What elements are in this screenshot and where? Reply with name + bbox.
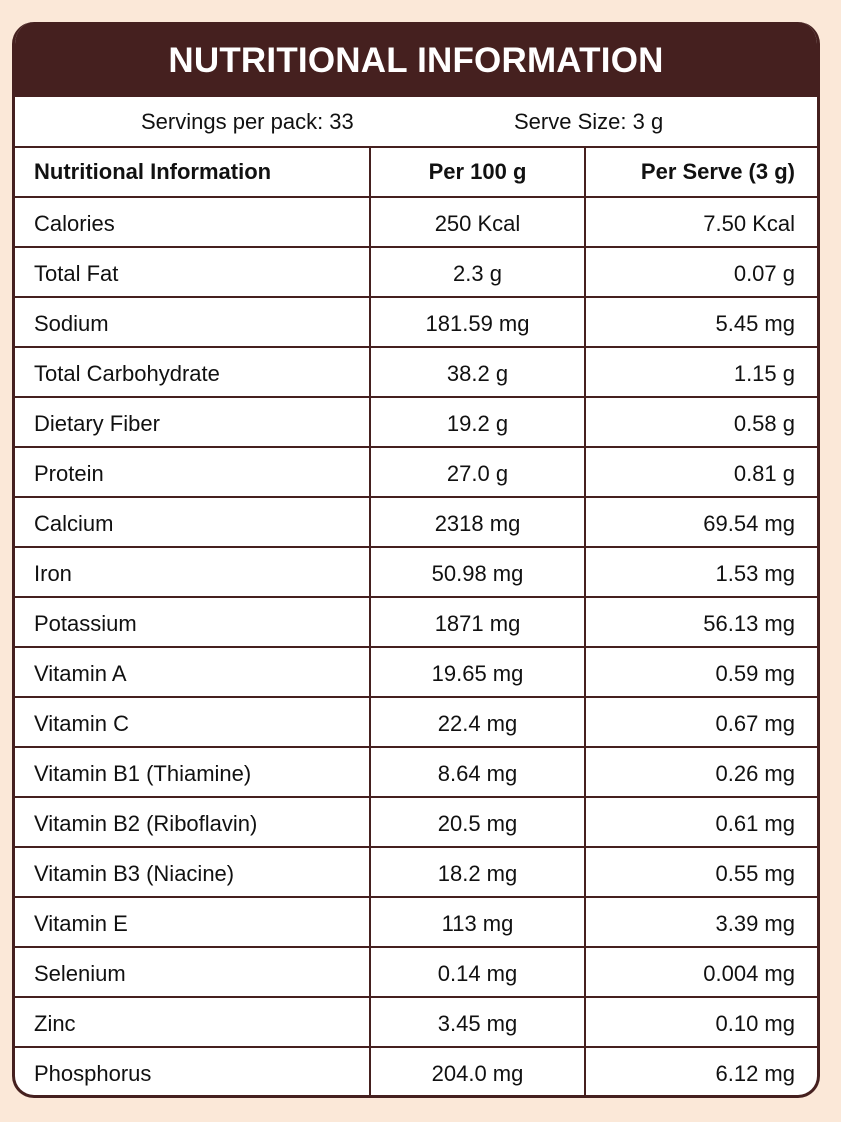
nutrient-name: Sodium <box>15 298 371 346</box>
per-serve-value: 0.67 mg <box>715 711 796 736</box>
servings-row: Servings per pack: 33 Serve Size: 3 g <box>15 97 817 148</box>
per-serve-value: 0.10 mg <box>715 1011 796 1036</box>
per-serve-value: 0.58 g <box>733 411 795 436</box>
per-100g-value: 27.0 g <box>371 448 586 496</box>
serve-size: Serve Size: 3 g <box>514 108 664 134</box>
per-serve-value: 0.81 g <box>733 461 795 486</box>
table-row: Zinc 3.45 mg 0.10 mg <box>15 998 817 1048</box>
table-header: Nutritional Information Per 100 g Per Se… <box>15 148 817 198</box>
per-serve-value: 0.07 g <box>733 261 795 286</box>
per-100g-value: 204.0 mg <box>371 1048 586 1095</box>
header-per-100g: Per 100 g <box>371 148 586 196</box>
nutrient-name: Total Fat <box>15 248 371 296</box>
per-serve-value: 0.61 mg <box>715 811 796 836</box>
per-100g-value: 250 Kcal <box>371 198 586 246</box>
per-100g-value: 38.2 g <box>371 348 586 396</box>
per-serve-value: 0.55 mg <box>715 861 796 886</box>
table-row: Total Fat 2.3 g 0.07 g <box>15 248 817 298</box>
per-100g-value: 20.5 mg <box>371 798 586 846</box>
nutrient-name: Vitamin C <box>15 698 371 746</box>
nutrition-card: NUTRITIONAL INFORMATION Servings per pac… <box>12 22 820 1098</box>
header-nutrient: Nutritional Information <box>15 148 371 196</box>
per-serve-value: 5.45 mg <box>715 311 796 336</box>
per-serve-value: 1.53 mg <box>715 561 796 586</box>
per-serve-value: 3.39 mg <box>715 911 796 936</box>
per-100g-value: 19.2 g <box>371 398 586 446</box>
per-serve-value: 69.54 mg <box>703 511 795 536</box>
nutrient-name: Protein <box>15 448 371 496</box>
nutrient-name: Vitamin B3 (Niacine) <box>15 848 371 896</box>
table-row: Selenium 0.14 mg 0.004 mg <box>15 948 817 998</box>
per-serve-value: 6.12 mg <box>715 1061 796 1086</box>
nutrient-name: Potassium <box>15 598 371 646</box>
nutrient-name: Zinc <box>15 998 371 1046</box>
nutrient-name: Calories <box>15 198 371 246</box>
header-per-serve: Per Serve (3 g) <box>640 159 795 184</box>
table-row: Vitamin E 113 mg 3.39 mg <box>15 898 817 948</box>
per-100g-value: 2.3 g <box>371 248 586 296</box>
per-100g-value: 18.2 mg <box>371 848 586 896</box>
nutrient-name: Iron <box>15 548 371 596</box>
nutrient-name: Selenium <box>15 948 371 996</box>
per-100g-value: 22.4 mg <box>371 698 586 746</box>
servings-per-pack: Servings per pack: 33 <box>141 108 354 134</box>
table-row: Iron 50.98 mg 1.53 mg <box>15 548 817 598</box>
per-serve-value: 1.15 g <box>733 361 795 386</box>
per-100g-value: 8.64 mg <box>371 748 586 796</box>
per-serve-value: 7.50 Kcal <box>703 211 795 236</box>
per-100g-value: 113 mg <box>371 898 586 946</box>
table-row: Sodium 181.59 mg 5.45 mg <box>15 298 817 348</box>
table-row: Phosphorus 204.0 mg 6.12 mg <box>15 1048 817 1095</box>
table-row: Potassium 1871 mg 56.13 mg <box>15 598 817 648</box>
nutrient-name: Calcium <box>15 498 371 546</box>
per-100g-value: 2318 mg <box>371 498 586 546</box>
per-serve-value: 56.13 mg <box>703 611 795 636</box>
nutrient-name: Vitamin E <box>15 898 371 946</box>
per-100g-value: 0.14 mg <box>371 948 586 996</box>
table-row: Vitamin A 19.65 mg 0.59 mg <box>15 648 817 698</box>
table-row: Calcium 2318 mg 69.54 mg <box>15 498 817 548</box>
per-100g-value: 181.59 mg <box>371 298 586 346</box>
per-serve-value: 0.004 mg <box>703 961 795 986</box>
nutrient-name: Total Carbohydrate <box>15 348 371 396</box>
page-title: NUTRITIONAL INFORMATION <box>15 22 817 97</box>
nutrition-table: Nutritional Information Per 100 g Per Se… <box>15 148 817 1095</box>
table-row: Total Carbohydrate 38.2 g 1.15 g <box>15 348 817 398</box>
per-100g-value: 50.98 mg <box>371 548 586 596</box>
per-100g-value: 1871 mg <box>371 598 586 646</box>
table-row: Protein 27.0 g 0.81 g <box>15 448 817 498</box>
table-row: Vitamin B2 (Riboflavin) 20.5 mg 0.61 mg <box>15 798 817 848</box>
table-row: Vitamin C 22.4 mg 0.67 mg <box>15 698 817 748</box>
per-100g-value: 3.45 mg <box>371 998 586 1046</box>
per-serve-value: 0.59 mg <box>715 661 796 686</box>
nutrient-name: Vitamin B2 (Riboflavin) <box>15 798 371 846</box>
nutrient-name: Dietary Fiber <box>15 398 371 446</box>
nutrient-name: Vitamin B1 (Thiamine) <box>15 748 371 796</box>
table-row: Calories 250 Kcal 7.50 Kcal <box>15 198 817 248</box>
nutrient-name: Phosphorus <box>15 1048 371 1095</box>
table-row: Vitamin B1 (Thiamine) 8.64 mg 0.26 mg <box>15 748 817 798</box>
table-row: Dietary Fiber 19.2 g 0.58 g <box>15 398 817 448</box>
table-row: Vitamin B3 (Niacine) 18.2 mg 0.55 mg <box>15 848 817 898</box>
per-100g-value: 19.65 mg <box>371 648 586 696</box>
nutrient-name: Vitamin A <box>15 648 371 696</box>
per-serve-value: 0.26 mg <box>715 761 796 786</box>
